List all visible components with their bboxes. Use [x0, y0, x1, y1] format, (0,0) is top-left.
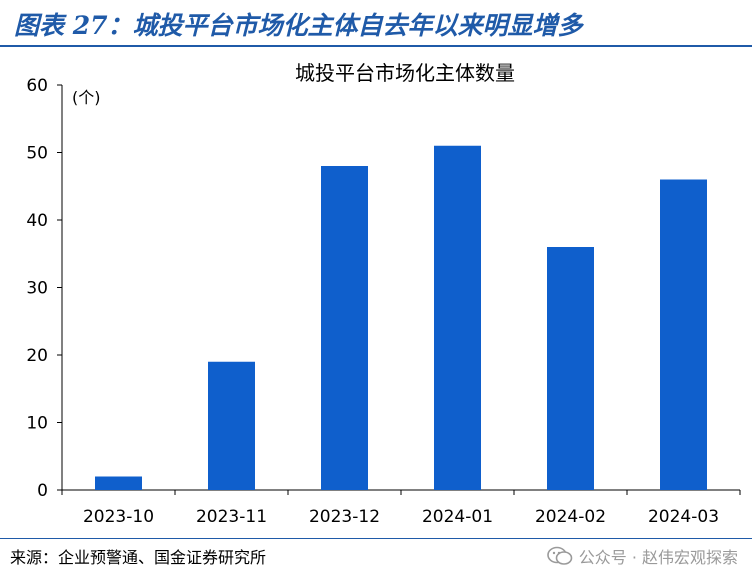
y-axis: 0 10 20 30 40 50 60	[26, 76, 63, 501]
chart-title: 城投平台市场化主体数量	[295, 61, 515, 85]
y-tick-label: 60	[26, 76, 48, 96]
x-tick-label: 2023-11	[196, 507, 267, 527]
watermark-text: 公众号 · 赵伟宏观探索	[578, 548, 738, 567]
bar-2023-12	[321, 166, 368, 490]
x-tick-label: 2023-12	[309, 507, 380, 527]
bar-2024-02	[547, 247, 594, 490]
figure-title: 图表 27：城投平台市场化主体自去年以来明显增多	[14, 11, 583, 40]
x-tick-label: 2024-03	[648, 507, 719, 527]
x-tick-label: 2024-02	[535, 507, 606, 527]
bar-2023-10	[95, 476, 142, 490]
x-axis: 2023-10 2023-11 2023-12 2024-01 2024-02 2024-…	[61, 489, 741, 527]
bar-2024-03	[660, 179, 707, 490]
x-tick-label: 2024-01	[422, 507, 493, 527]
y-tick-label: 0	[37, 481, 48, 501]
y-tick-label: 50	[26, 144, 48, 164]
bar-2024-01	[434, 145, 481, 490]
x-tick-label: 2023-10	[83, 507, 154, 527]
y-tick-label: 30	[26, 279, 48, 299]
bars	[95, 145, 707, 490]
footer-rule	[0, 538, 752, 539]
y-unit-label: (个)	[72, 88, 101, 107]
y-tick-label: 20	[26, 346, 48, 366]
y-tick-label: 40	[26, 211, 48, 231]
header-rule	[0, 45, 752, 47]
bar-2023-11	[208, 361, 255, 490]
wechat-icon	[546, 546, 573, 565]
y-tick-label: 10	[26, 414, 48, 434]
watermark: 公众号 · 赵伟宏观探索	[546, 544, 738, 568]
source-note: 来源：企业预警通、国金证券研究所	[10, 548, 267, 567]
